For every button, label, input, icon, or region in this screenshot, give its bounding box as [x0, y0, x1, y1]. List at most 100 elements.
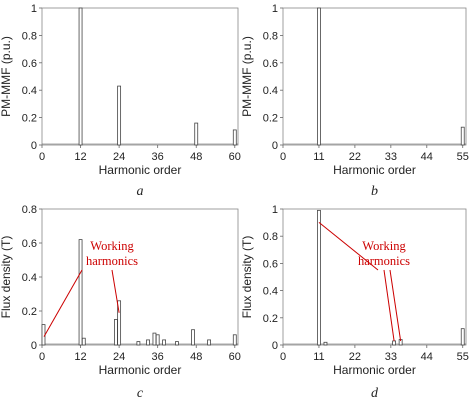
panel-caption: b — [371, 184, 378, 199]
x-tick-label: 44 — [421, 351, 433, 363]
y-tick-label: 0.8 — [22, 204, 37, 216]
bar-h38 — [162, 339, 166, 346]
annotation-arrow — [318, 221, 379, 271]
bar-h13 — [323, 341, 328, 346]
bar-h24 — [117, 85, 122, 146]
bar-h60 — [232, 334, 237, 346]
bar-h52 — [207, 339, 211, 346]
x-tick-label: 0 — [280, 351, 286, 363]
y-tick-label: 0.8 — [263, 231, 278, 243]
x-axis-label: Harmonic order — [99, 163, 182, 177]
y-tick-label: 0 — [272, 140, 278, 152]
bar-h55 — [460, 328, 465, 346]
bar-h12 — [78, 7, 83, 146]
y-tick-label: 1 — [31, 3, 37, 15]
plot-frame — [282, 7, 467, 146]
bar-h34 — [392, 340, 397, 346]
y-axis-label: PM-MMF (p.u.) — [0, 36, 13, 117]
y-tick-label: 0.2 — [263, 113, 278, 125]
plot-frame — [41, 208, 239, 346]
y-tick-label: 0.4 — [22, 85, 37, 97]
x-tick-label: 22 — [349, 351, 361, 363]
annotation-arrow — [383, 269, 395, 342]
y-tick-label: 0.6 — [263, 58, 278, 70]
y-tick-label: 0 — [31, 140, 37, 152]
plot-frame — [282, 208, 467, 346]
panel-caption: a — [137, 184, 144, 199]
annotation-arrow — [111, 269, 120, 313]
x-tick-label: 33 — [385, 151, 397, 163]
bar-h55 — [460, 126, 465, 146]
annotation-arrow — [389, 269, 402, 342]
y-tick-label: 0.2 — [22, 113, 37, 125]
bar-h11 — [317, 7, 321, 146]
x-tick-label: 12 — [74, 151, 86, 163]
bar-h12 — [78, 239, 83, 346]
chart-panel-c: 0 0.2 0.4 0.6 0.8 0 12 24 36 48 60 Harmonic order Fl… — [0, 204, 241, 401]
bar-h23 — [114, 319, 118, 346]
chart-panel-a: 0 0.2 0.4 0.6 0.8 1 0 12 24 36 48 60 Harmonic order P… — [0, 3, 241, 199]
x-tick-label: 0 — [39, 351, 45, 363]
y-tick-label: 0.8 — [22, 30, 37, 42]
x-tick-label: 48 — [190, 351, 202, 363]
y-axis-label: Flux density (T) — [240, 236, 254, 319]
bar-h24 — [117, 300, 122, 346]
x-tick-label: 0 — [39, 151, 45, 163]
annotation-arrow — [43, 269, 83, 337]
y-tick-label: 0.6 — [22, 238, 37, 250]
bar-h13 — [81, 337, 86, 346]
y-tick-label: 0.2 — [263, 313, 278, 325]
x-axis-label: Harmonic order — [333, 363, 416, 377]
y-tick-label: 0.4 — [263, 85, 278, 97]
y-tick-label: 0 — [272, 340, 278, 352]
x-axis-label: Harmonic order — [99, 363, 182, 377]
y-tick-label: 0.6 — [263, 258, 278, 270]
annotation-text: Working — [362, 239, 406, 253]
y-tick-label: 1 — [272, 204, 278, 216]
x-tick-label: 24 — [113, 151, 125, 163]
x-tick-label: 24 — [113, 351, 125, 363]
chart-panel-d: 0 0.2 0.4 0.6 0.8 1 0 11 22 33 44 55 Harmonic order F… — [240, 204, 469, 401]
bar-h33 — [146, 339, 150, 346]
y-tick-label: 0.6 — [22, 58, 37, 70]
x-tick-label: 60 — [229, 351, 241, 363]
plot-frame — [41, 7, 239, 146]
annotation-text: harmonics — [86, 254, 138, 268]
bar-h30 — [136, 341, 141, 346]
y-tick-label: 1 — [272, 3, 278, 15]
panel-caption: c — [137, 386, 144, 401]
x-axis-label: Harmonic order — [333, 163, 416, 177]
x-tick-label: 55 — [457, 151, 469, 163]
y-tick-label: 0.8 — [263, 30, 278, 42]
annotation-text: Working — [90, 239, 134, 253]
y-tick-label: 0.4 — [263, 286, 278, 298]
bar-h36 — [155, 334, 160, 346]
x-tick-label: 60 — [229, 151, 241, 163]
y-axis-label: Flux density (T) — [0, 236, 13, 319]
bar-h48 — [194, 122, 199, 146]
y-tick-label: 0 — [31, 340, 37, 352]
x-tick-label: 48 — [190, 151, 202, 163]
x-tick-label: 36 — [152, 151, 164, 163]
y-tick-label: 0.4 — [22, 272, 37, 284]
x-tick-label: 22 — [349, 151, 361, 163]
bar-h35 — [152, 332, 157, 346]
y-tick-label: 0.2 — [22, 306, 37, 318]
x-tick-label: 12 — [74, 351, 86, 363]
y-axis-label: PM-MMF (p.u.) — [240, 36, 254, 117]
bar-h11 — [317, 209, 321, 346]
x-tick-label: 55 — [457, 351, 469, 363]
x-tick-label: 33 — [385, 351, 397, 363]
x-tick-label: 11 — [313, 151, 324, 163]
chart-panel-b: 0 0.2 0.4 0.6 0.8 1 0 11 22 33 44 55 Harmonic order P… — [240, 3, 469, 199]
bar-h47 — [191, 329, 195, 346]
panel-caption: d — [371, 386, 379, 401]
x-tick-label: 44 — [421, 151, 433, 163]
x-tick-label: 0 — [280, 151, 286, 163]
bar-h42 — [175, 341, 179, 346]
bar-h60 — [232, 129, 237, 146]
x-tick-label: 36 — [152, 351, 164, 363]
annotation-text: harmonics — [358, 254, 410, 268]
x-tick-label: 11 — [313, 351, 324, 363]
